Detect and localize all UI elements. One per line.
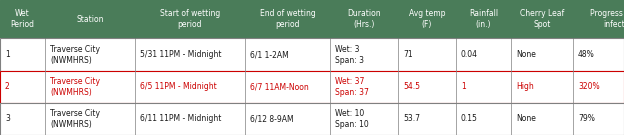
Text: Traverse City
(NWMHRS): Traverse City (NWMHRS)	[50, 109, 100, 129]
Bar	[0, 0, 624, 38]
Text: None: None	[516, 114, 536, 123]
Text: Duration
(Hrs.): Duration (Hrs.)	[347, 9, 381, 29]
Text: Wet: 3
Span: 3: Wet: 3 Span: 3	[335, 45, 364, 65]
Text: 6/12 8-9AM: 6/12 8-9AM	[250, 114, 294, 123]
Text: 0.04: 0.04	[461, 50, 478, 59]
Text: 3: 3	[5, 114, 10, 123]
Bar	[398, 0, 456, 38]
Text: 1: 1	[5, 50, 10, 59]
Text: 48%: 48%	[578, 50, 595, 59]
Text: High: High	[516, 82, 534, 91]
Text: 71: 71	[403, 50, 412, 59]
Bar	[0, 38, 624, 71]
Text: Wet: 10
Span: 10: Wet: 10 Span: 10	[335, 109, 369, 129]
Bar	[330, 0, 398, 38]
Bar	[45, 0, 135, 38]
Text: None: None	[516, 50, 536, 59]
Text: Cherry Leaf
Spot: Cherry Leaf Spot	[520, 9, 564, 29]
Text: 6/7 11AM-Noon: 6/7 11AM-Noon	[250, 82, 309, 91]
Bar	[0, 0, 45, 38]
Bar	[0, 103, 624, 135]
Bar	[245, 0, 330, 38]
Text: Traverse City
(NWMHRS): Traverse City (NWMHRS)	[50, 77, 100, 97]
Text: 53.7: 53.7	[403, 114, 420, 123]
Text: Rainfall
(in.): Rainfall (in.)	[469, 9, 498, 29]
Bar	[135, 0, 245, 38]
Text: 2: 2	[5, 82, 10, 91]
Text: 0.15: 0.15	[461, 114, 478, 123]
Bar	[573, 0, 624, 38]
Text: 6/11 11PM - Midnight: 6/11 11PM - Midnight	[140, 114, 222, 123]
Text: End of wetting
period: End of wetting period	[260, 9, 315, 29]
Bar	[0, 38, 624, 71]
Bar	[0, 103, 624, 135]
Bar	[0, 71, 624, 103]
Text: 320%: 320%	[578, 82, 600, 91]
Text: Wet: 37
Span: 37: Wet: 37 Span: 37	[335, 77, 369, 97]
Text: 6/5 11PM - Midnight: 6/5 11PM - Midnight	[140, 82, 217, 91]
Text: 6/1 1-2AM: 6/1 1-2AM	[250, 50, 289, 59]
Text: 5/31 11PM - Midnight: 5/31 11PM - Midnight	[140, 50, 222, 59]
Text: Progress toward
infection: Progress toward infection	[590, 9, 624, 29]
Text: 1: 1	[461, 82, 466, 91]
Bar	[0, 71, 624, 103]
Bar	[511, 0, 573, 38]
Text: Avg temp
(F): Avg temp (F)	[409, 9, 446, 29]
Text: Traverse City
(NWMHRS): Traverse City (NWMHRS)	[50, 45, 100, 65]
Bar	[456, 0, 511, 38]
Text: 79%: 79%	[578, 114, 595, 123]
Text: Start of wetting
period: Start of wetting period	[160, 9, 220, 29]
Text: Station: Station	[76, 15, 104, 24]
Text: Wet
Period: Wet Period	[11, 9, 34, 29]
Text: 54.5: 54.5	[403, 82, 420, 91]
